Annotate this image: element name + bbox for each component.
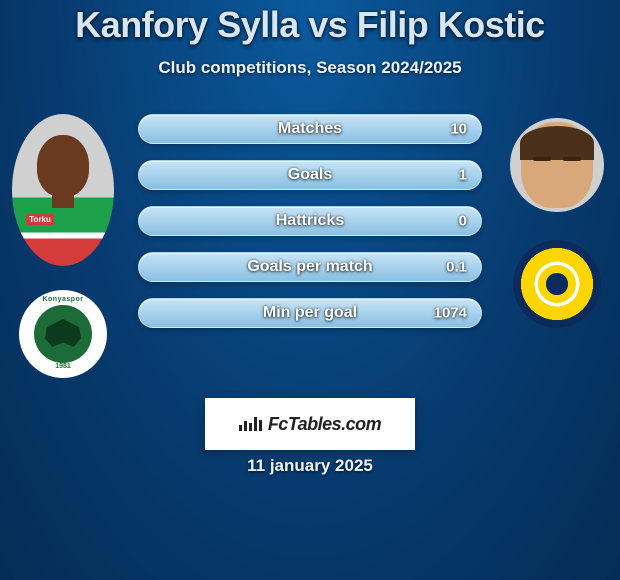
stat-label: Goals per match [139,258,481,276]
eagle-icon [34,305,92,363]
stat-label: Hattricks [139,212,481,230]
stat-value-right: 10 [450,121,467,138]
right-player-column: 1907 [502,112,612,328]
left-club-crest: Konyaspor 1981 [19,290,107,378]
stat-value-right: 1074 [434,305,467,322]
stat-value-right: 1 [459,167,467,184]
stat-row: Matches10 [138,114,482,144]
stat-label: Min per goal [139,304,481,322]
stat-row: Hattricks0 [138,206,482,236]
stat-row: Goals per match0.1 [138,252,482,282]
branding-text: FcTables.com [268,414,381,435]
page-title: Kanfory Sylla vs Filip Kostic [0,4,620,46]
subtitle: Club competitions, Season 2024/2025 [0,58,620,78]
right-club-crest: 1907 [513,240,601,328]
branding-badge: FcTables.com [205,398,415,450]
left-player-column: Torku Konyaspor 1981 [8,112,118,378]
comparison-card: Kanfory Sylla vs Filip Kostic Club compe… [0,0,620,580]
stat-row: Goals1 [138,160,482,190]
stat-value-right: 0.1 [446,259,467,276]
left-player-photo: Torku [12,114,114,266]
left-jersey-sponsor: Torku [26,214,54,225]
left-club-name: Konyaspor [42,296,83,303]
stat-row: Min per goal1074 [138,298,482,328]
stat-value-right: 0 [459,213,467,230]
stat-label: Matches [139,120,481,138]
bar-chart-icon [239,417,262,431]
left-club-year: 1981 [55,363,71,370]
snapshot-date: 11 january 2025 [0,456,620,476]
right-player-photo [510,118,604,212]
right-club-year: 1907 [548,310,566,319]
stat-label: Goals [139,166,481,184]
stat-pill-list: Matches10Goals1Hattricks0Goals per match… [138,114,482,344]
